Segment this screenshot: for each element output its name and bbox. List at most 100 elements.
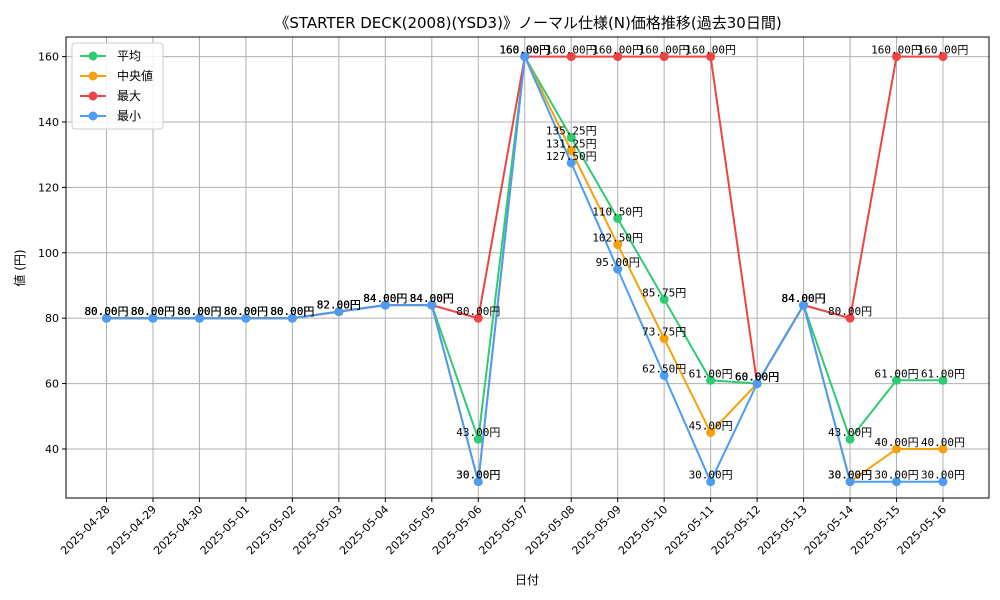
data-label: 160.00円	[546, 44, 597, 57]
data-label: 80.00円	[177, 305, 221, 318]
data-label: 80.00円	[131, 305, 175, 318]
y-tick-label: 60	[45, 378, 59, 391]
data-label: 82.00円	[317, 299, 361, 312]
plot-area	[65, 36, 990, 499]
series-lines	[102, 52, 948, 487]
data-point	[613, 240, 623, 250]
data-label: 160.00円	[639, 44, 690, 57]
data-point	[706, 375, 716, 385]
data-point	[473, 477, 483, 487]
data-label: 84.00円	[782, 292, 826, 305]
data-point	[566, 133, 576, 143]
data-label: 110.50円	[592, 205, 643, 218]
data-point	[892, 477, 902, 487]
data-label: 160.00円	[592, 44, 643, 57]
data-label: 80.00円	[224, 305, 268, 318]
data-label: 80.00円	[84, 305, 128, 318]
grid	[66, 37, 989, 498]
data-label: 80.00円	[224, 305, 268, 318]
data-label: 127.50円	[546, 150, 597, 163]
data-point	[613, 264, 623, 274]
data-label: 40.00円	[921, 436, 965, 449]
data-label: 30.00円	[456, 469, 500, 482]
data-label: 85.75円	[642, 286, 686, 299]
data-point	[194, 313, 204, 323]
legend-label: 中央値	[117, 68, 153, 83]
data-point	[845, 313, 855, 323]
y-axis-ticks: 40 60 80 100 120 140 160	[38, 51, 66, 456]
x-axis-ticks: 2025-04-282025-04-292025-04-302025-05-01…	[58, 498, 949, 557]
data-point	[566, 158, 576, 168]
y-tick-label: 120	[38, 181, 59, 194]
data-label: 80.00円	[270, 305, 314, 318]
data-point	[892, 444, 902, 454]
data-label: 30.00円	[921, 469, 965, 482]
data-label: 82.00円	[317, 299, 361, 312]
data-point	[892, 52, 902, 62]
legend-label: 平均	[117, 49, 141, 63]
data-label: 80.00円	[177, 305, 221, 318]
data-label: 84.00円	[410, 292, 454, 305]
data-point	[241, 313, 251, 323]
data-label: 84.00円	[410, 292, 454, 305]
data-point	[473, 313, 483, 323]
data-label: 84.00円	[410, 292, 454, 305]
data-label: 102.50円	[592, 232, 643, 245]
data-point	[613, 52, 623, 62]
x-tick-label: 2025-05-16	[895, 503, 949, 557]
data-label: 80.00円	[270, 305, 314, 318]
y-tick-label: 140	[38, 116, 59, 129]
data-label: 80.00円	[84, 305, 128, 318]
data-label: 160.00円	[685, 44, 736, 57]
data-point	[845, 477, 855, 487]
data-label: 84.00円	[410, 292, 454, 305]
legend-label: 最大	[117, 89, 141, 103]
data-point	[287, 313, 297, 323]
data-label: 61.00円	[874, 367, 918, 380]
data-labels: 80.00円 80.00円 80.00円 80.00円 80.00円82.00円84.0…	[84, 44, 968, 482]
data-label: 160.00円	[499, 44, 550, 57]
data-label: 80.00円	[131, 305, 175, 318]
data-label: 80.00円	[84, 305, 128, 318]
data-label: 30.00円	[828, 469, 872, 482]
data-label: 61.00円	[921, 367, 965, 380]
legend-marker	[88, 71, 98, 81]
data-label: 43.00円	[828, 426, 872, 439]
data-label: 30.00円	[456, 469, 500, 482]
data-label: 43.00円	[456, 426, 500, 439]
data-label: 80.00円	[177, 305, 221, 318]
data-label: 160.00円	[499, 44, 550, 57]
data-point	[659, 370, 669, 380]
x-axis-label: 日付	[515, 573, 539, 587]
data-label: 84.00円	[363, 292, 407, 305]
data-label: 82.00円	[317, 299, 361, 312]
data-label: 60.00円	[735, 371, 779, 384]
data-label: 60.00円	[735, 371, 779, 384]
legend-box	[71, 42, 164, 130]
data-label: 80.00円	[828, 305, 872, 318]
y-axis-label: 値 (円)	[12, 249, 27, 286]
chart-title: 《STARTER DECK(2008)(YSD3)》ノーマル仕様(N)価格推移(…	[274, 14, 781, 32]
data-label: 80.00円	[84, 305, 128, 318]
data-label: 80.00円	[270, 305, 314, 318]
data-label: 160.00円	[871, 44, 922, 57]
data-label: 30.00円	[828, 469, 872, 482]
data-label: 61.00円	[689, 367, 733, 380]
data-point	[520, 52, 530, 62]
data-label: 84.00円	[363, 292, 407, 305]
data-label: 80.00円	[131, 305, 175, 318]
data-label: 60.00円	[735, 371, 779, 384]
data-label: 84.00円	[782, 292, 826, 305]
data-label: 160.00円	[499, 44, 550, 57]
data-label: 131.25円	[546, 138, 597, 151]
data-label: 160.00円	[918, 44, 969, 57]
data-point	[799, 300, 809, 310]
data-label: 62.50円	[642, 362, 686, 375]
data-point	[613, 213, 623, 223]
data-label: 30.00円	[689, 469, 733, 482]
y-tick-label: 80	[45, 312, 59, 325]
data-label: 80.00円	[224, 305, 268, 318]
data-label: 60.00円	[735, 371, 779, 384]
